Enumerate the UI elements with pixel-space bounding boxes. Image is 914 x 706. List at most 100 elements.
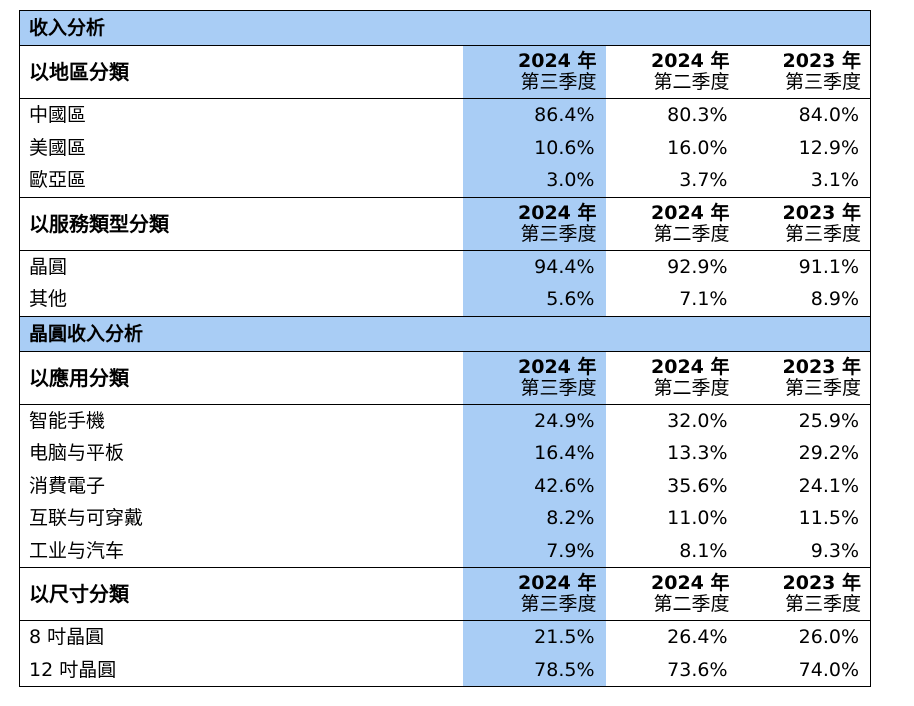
row-value: 42.6%: [462, 469, 606, 502]
table-row: 晶圓 94.4% 92.9% 91.1%: [20, 250, 871, 283]
row-value: 8.2%: [462, 502, 606, 535]
column-header: 2024 年第三季度: [462, 567, 606, 621]
column-header: 2023 年第三季度: [738, 351, 871, 405]
table-row: 歐亞區 3.0% 3.7% 3.1%: [19, 164, 871, 198]
column-year: 2024 年: [651, 50, 730, 72]
row-value: 21.5%: [462, 620, 606, 654]
column-year: 2024 年: [518, 201, 597, 224]
column-header: 2024 年第二季度: [605, 567, 739, 621]
row-value: 86.4%: [462, 98, 606, 132]
row-value: 25.9%: [798, 409, 860, 432]
row-value: 78.5%: [462, 653, 606, 687]
column-header: 2023 年第三季度: [738, 197, 871, 251]
row-value: 11.0%: [667, 507, 728, 530]
row-value: 3.1%: [738, 164, 871, 198]
row-label: 晶圓: [29, 255, 68, 278]
column-quarter: 第三季度: [785, 593, 862, 615]
row-value: 3.0%: [462, 164, 606, 198]
group-label: 以應用分類: [19, 351, 463, 405]
table-row: 其他 5.6% 7.1% 8.9%: [19, 283, 871, 317]
row-value: 35.6%: [667, 474, 728, 497]
row-value: 8.9%: [738, 283, 871, 317]
column-year: 2023 年: [782, 201, 862, 224]
column-year: 2023 年: [782, 50, 862, 72]
section-title: 收入分析: [19, 10, 871, 46]
revenue-analysis-table: 收入分析 以地區分類 2024 年第三季度 2024 年第二季度 2023 年第三季度中…: [19, 10, 872, 687]
row-label: 8 吋晶圓: [29, 626, 105, 649]
row-label: 消費電子: [29, 474, 106, 497]
column-year: 2024 年: [518, 572, 597, 594]
column-header: 2024 年第二季度: [605, 351, 739, 405]
group-label: 以尺寸分類: [19, 567, 463, 621]
row-value: 7.9%: [462, 534, 606, 568]
row-value: 3.7%: [605, 164, 739, 198]
column-quarter: 第三季度: [785, 71, 862, 93]
row-value: 8.1%: [605, 534, 739, 568]
row-value: 7.1%: [605, 283, 739, 317]
group-label: 以地區分類: [19, 45, 463, 99]
table-body: 收入分析 以地區分類 2024 年第三季度 2024 年第二季度 2023 年第三季度中…: [19, 10, 871, 687]
column-year: 2023 年: [782, 355, 862, 378]
column-header: 2024 年第三季度: [462, 45, 606, 99]
row-value: 11.5%: [798, 507, 860, 530]
row-label: 中國區: [29, 104, 87, 127]
row-value: 12.9%: [798, 136, 860, 159]
column-quarter: 第三季度: [520, 71, 597, 93]
revenue-analysis-table-container: 收入分析 以地區分類 2024 年第三季度 2024 年第二季度 2023 年第三季度中…: [19, 10, 872, 687]
column-quarter: 第三季度: [520, 376, 597, 399]
table-row: 智能手機 24.9% 32.0% 25.9%: [20, 404, 871, 437]
row-value: 73.6%: [605, 653, 739, 687]
table-row: 美國區 10.6% 16.0% 12.9%: [20, 131, 871, 164]
column-quarter: 第三季度: [785, 376, 862, 399]
table-row: 消費電子 42.6% 35.6% 24.1%: [20, 469, 871, 502]
column-quarter: 第三季度: [520, 222, 597, 245]
column-quarter: 第二季度: [653, 71, 730, 93]
row-value: 91.1%: [798, 255, 860, 278]
row-value: 94.4%: [462, 250, 606, 283]
group-header-row: 以地區分類 2024 年第三季度 2024 年第二季度 2023 年第三季度: [19, 45, 871, 99]
row-value: 10.6%: [462, 131, 606, 164]
column-header: 2023 年第三季度: [738, 45, 871, 99]
row-label: 智能手機: [29, 409, 106, 432]
column-year: 2024 年: [651, 201, 730, 224]
column-header: 2024 年第三季度: [462, 351, 606, 405]
group-header-row: 以尺寸分類 2024 年第三季度 2024 年第二季度 2023 年第三季度: [19, 567, 871, 621]
row-value: 26.0%: [798, 626, 860, 649]
row-value: 13.3%: [667, 442, 728, 465]
column-year: 2024 年: [651, 572, 730, 594]
section-title: 晶圓收入分析: [19, 316, 871, 352]
column-quarter: 第二季度: [653, 222, 730, 245]
row-label: 12 吋晶圓: [19, 653, 463, 687]
column-header: 2024 年第二季度: [605, 197, 739, 251]
row-value: 80.3%: [667, 104, 728, 127]
section-header: 收入分析: [19, 10, 871, 46]
column-quarter: 第二季度: [653, 376, 730, 399]
table-row: 互联与可穿戴 8.2% 11.0% 11.5%: [20, 502, 871, 535]
row-value: 24.1%: [798, 474, 860, 497]
row-value: 92.9%: [667, 255, 728, 278]
column-header: 2023 年第三季度: [738, 567, 871, 621]
row-value: 16.0%: [667, 136, 728, 159]
row-value: 5.6%: [462, 283, 606, 317]
table-row: 工业与汽车 7.9% 8.1% 9.3%: [19, 534, 871, 568]
row-label: 其他: [19, 283, 463, 317]
group-header-row: 以應用分類 2024 年第三季度 2024 年第二季度 2023 年第三季度: [19, 351, 871, 405]
column-quarter: 第二季度: [653, 593, 730, 615]
row-value: 16.4%: [462, 437, 606, 470]
table-row: 电脑与平板 16.4% 13.3% 29.2%: [20, 437, 871, 470]
row-label: 工业与汽车: [19, 534, 463, 568]
row-label: 互联与可穿戴: [29, 507, 144, 530]
row-value: 74.0%: [738, 653, 871, 687]
column-quarter: 第三季度: [785, 222, 862, 245]
row-value: 32.0%: [667, 409, 728, 432]
column-year: 2024 年: [518, 50, 597, 72]
section-header: 晶圓收入分析: [19, 316, 871, 352]
group-header-row: 以服務類型分類 2024 年第三季度 2024 年第二季度 2023 年第三季度: [19, 197, 871, 251]
column-header: 2024 年第三季度: [462, 197, 606, 251]
table-row: 中國區 86.4% 80.3% 84.0%: [20, 98, 871, 132]
row-label: 歐亞區: [19, 164, 463, 198]
row-label: 电脑与平板: [29, 442, 125, 465]
row-value: 29.2%: [798, 442, 860, 465]
column-year: 2024 年: [651, 355, 730, 378]
column-header: 2024 年第二季度: [605, 45, 739, 99]
